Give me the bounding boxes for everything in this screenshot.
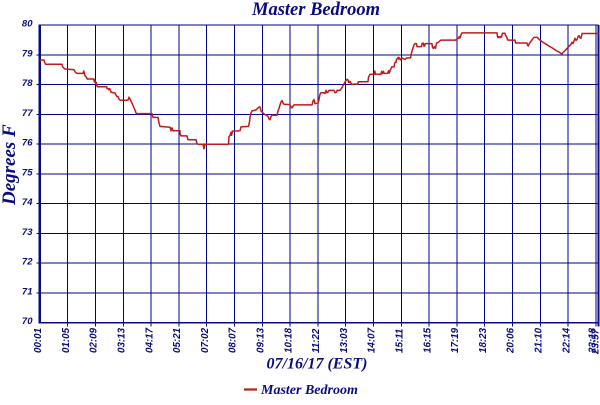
svg-text:10:18: 10:18 [283,327,294,353]
svg-text:78: 78 [22,78,33,89]
svg-text:08:07: 08:07 [228,327,239,353]
svg-text:07:02: 07:02 [200,327,211,353]
svg-text:07/16/17 (EST): 07/16/17 (EST) [267,356,368,373]
svg-text:Master Bedroom: Master Bedroom [260,383,358,398]
svg-text:16:15: 16:15 [422,327,433,353]
svg-text:77: 77 [22,108,33,119]
svg-text:80: 80 [22,19,33,30]
svg-text:23:57: 23:57 [590,328,600,355]
svg-text:04:17: 04:17 [144,327,155,353]
svg-text:72: 72 [22,257,33,268]
svg-text:02:09: 02:09 [89,327,100,353]
svg-text:Master Bedroom: Master Bedroom [251,0,380,20]
svg-text:79: 79 [22,49,33,60]
svg-text:15:11: 15:11 [395,329,406,353]
svg-text:18:23: 18:23 [478,327,489,353]
svg-text:13:03: 13:03 [339,327,350,353]
svg-text:23:18: 23:18 [587,327,598,354]
svg-text:73: 73 [22,227,33,238]
svg-text:75: 75 [22,167,33,178]
svg-text:76: 76 [22,138,33,149]
svg-text:74: 74 [22,197,33,208]
svg-text:22:14: 22:14 [561,327,572,354]
svg-text:05:21: 05:21 [172,328,183,353]
svg-text:70: 70 [22,316,33,327]
svg-text:00:01: 00:01 [33,328,44,353]
svg-text:20:06: 20:06 [506,327,517,354]
svg-text:17:19: 17:19 [450,327,461,353]
svg-text:Degrees F: Degrees F [0,124,20,206]
svg-text:09:13: 09:13 [256,327,267,353]
svg-text:14:07: 14:07 [367,327,378,353]
svg-text:21:10: 21:10 [534,327,545,354]
svg-text:71: 71 [22,286,33,297]
svg-text:03:13: 03:13 [117,327,128,353]
svg-text:11:22: 11:22 [311,328,322,353]
svg-text:01:05: 01:05 [61,327,72,353]
